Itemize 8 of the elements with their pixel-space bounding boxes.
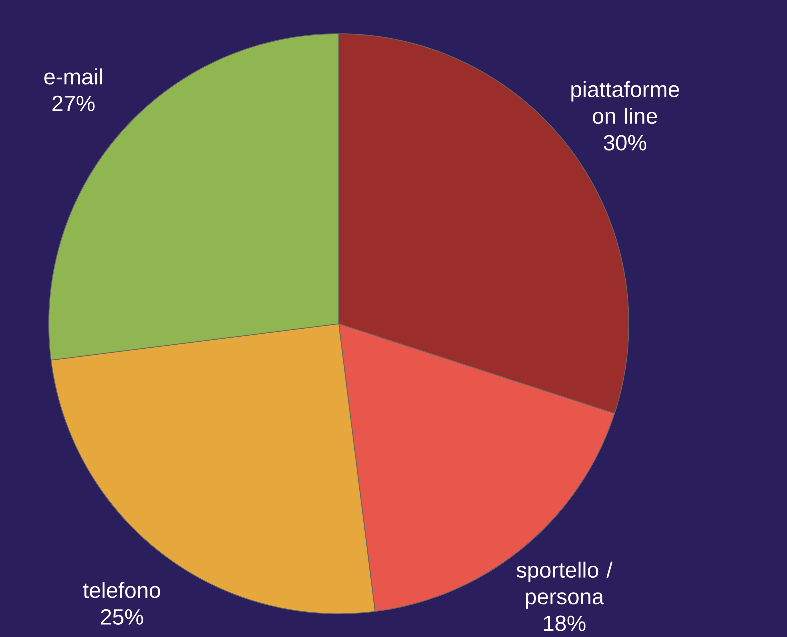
data-label: 18% (544, 616, 586, 632)
data-label: 27% (52, 96, 95, 112)
slice-label: sportello / persona (516, 562, 613, 610)
slice-label: piattaforme on line (572, 81, 680, 124)
slice-label: telefono (83, 582, 160, 598)
data-label: 25% (101, 609, 144, 625)
data-label: 30% (604, 135, 646, 151)
slice-label: e-mail (44, 68, 102, 85)
